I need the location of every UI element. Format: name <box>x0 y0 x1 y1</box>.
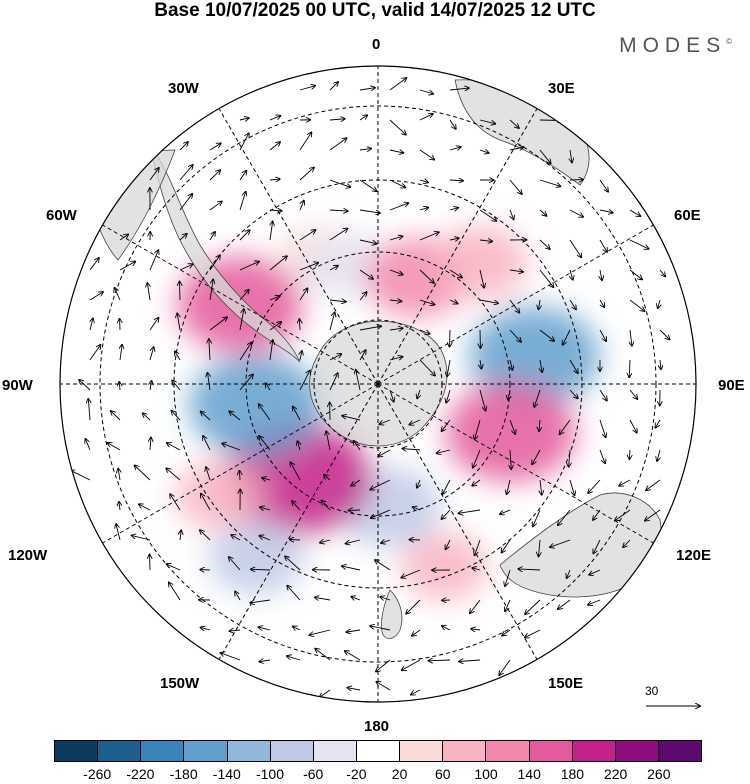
colorbar-swatch <box>314 741 357 761</box>
colorbar-tick-label: 100 <box>474 766 497 782</box>
colorbar-swatch <box>228 741 271 761</box>
lon-label-120e: 120E <box>676 547 711 564</box>
colorbar-tick-label: -220 <box>126 766 154 782</box>
wind-vector <box>299 319 300 330</box>
wind-vector <box>540 120 562 121</box>
anomaly-4 <box>433 225 528 299</box>
colorbar-tick-label: 260 <box>647 766 670 782</box>
lon-label-60e: 60E <box>674 207 701 224</box>
lon-label-60w: 60W <box>46 207 77 224</box>
anomaly-11 <box>209 521 304 595</box>
colorbar-tick-label: -60 <box>303 766 323 782</box>
colorbar-tick-label: -260 <box>83 766 111 782</box>
colorbar-tick-label: -180 <box>170 766 198 782</box>
lon-label-120w: 120W <box>8 547 47 564</box>
lon-label-90w: 90W <box>2 377 33 394</box>
colorbar-tick-label: 220 <box>604 766 627 782</box>
anomaly-10 <box>176 462 262 529</box>
lon-label-150e: 150E <box>548 675 583 692</box>
colorbar <box>54 740 702 762</box>
lon-label-90e: 90E <box>718 377 745 394</box>
colorbar-swatch <box>573 741 616 761</box>
colorbar-swatch <box>357 741 400 761</box>
colorbar-swatch <box>141 741 184 761</box>
colorbar-ticks: -260 -220 -180 -140 -100 -60 -20 20 60 100 140 180 2… <box>0 766 750 784</box>
reference-vector-label: 30 <box>645 684 658 698</box>
colorbar-swatch <box>443 741 486 761</box>
anomaly-9 <box>189 354 324 456</box>
wind-vector <box>290 539 300 540</box>
wind-vector <box>239 471 240 480</box>
colorbar-swatch <box>486 741 529 761</box>
colorbar-swatch <box>184 741 227 761</box>
colorbar-swatch <box>98 741 141 761</box>
lon-label-30w: 30W <box>168 80 199 97</box>
lon-label-30e: 30E <box>548 80 575 97</box>
lon-label-0: 0 <box>372 36 380 53</box>
wind-vector <box>629 450 630 459</box>
colorbar-tick-label: 180 <box>561 766 584 782</box>
polar-map <box>0 0 750 735</box>
anomaly-12 <box>401 533 487 600</box>
colorbar-swatch <box>616 741 659 761</box>
lon-label-180: 180 <box>364 718 389 735</box>
colorbar-swatch <box>55 741 98 761</box>
colorbar-tick-label: -140 <box>213 766 241 782</box>
colorbar-swatch <box>530 741 573 761</box>
colorbar-tick-label: 20 <box>392 766 408 782</box>
colorbar-swatch <box>400 741 443 761</box>
colorbar-tick-label: -100 <box>256 766 284 782</box>
colorbar-tick-label: -20 <box>346 766 366 782</box>
lon-label-150w: 150W <box>160 675 199 692</box>
colorbar-swatch <box>271 741 314 761</box>
colorbar-swatch <box>659 741 701 761</box>
colorbar-tick-label: 60 <box>435 766 451 782</box>
colorbar-tick-label: 140 <box>518 766 541 782</box>
